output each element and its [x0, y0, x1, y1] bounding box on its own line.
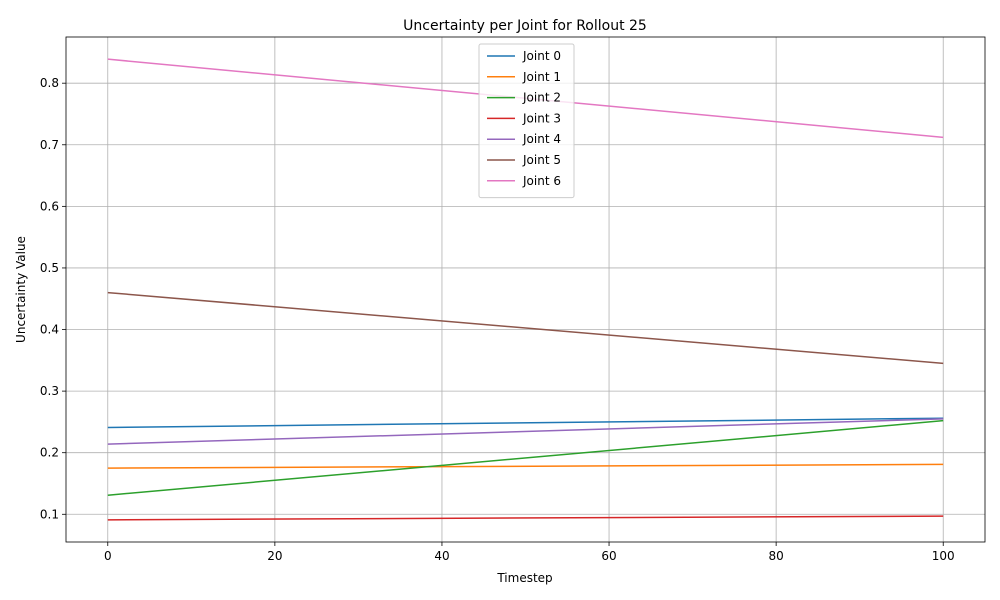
series-line-joint-3 [107, 515, 944, 521]
legend-entry: Joint 5 [522, 153, 561, 167]
series-line-joint-2 [107, 419, 944, 496]
x-tick-label: 20 [267, 549, 282, 563]
chart-title: Uncertainty per Joint for Rollout 25 [403, 18, 647, 34]
y-tick-label: 0.5 [40, 261, 59, 275]
x-tick-label: 40 [434, 549, 449, 563]
axis-ticks: 0 20 40 60 80 100 0.1 0.2 0.3 0.4 0.5 0.6 0.7 0.8 [40, 76, 955, 563]
plot-frame [65, 36, 986, 543]
legend-entry: Joint 0 [522, 49, 561, 63]
legend: Joint 0 Joint 1 Joint 2 Joint 3 Joint 4 Joint… [478, 43, 575, 199]
y-axis-label: Uncertainty Value [14, 236, 28, 343]
legend-box [478, 43, 575, 199]
y-tick-label: 0.7 [40, 138, 59, 152]
x-tick-label: 80 [768, 549, 783, 563]
x-tick-label: 60 [601, 549, 616, 563]
x-tick-label: 100 [932, 549, 955, 563]
series-line-joint-4 [107, 418, 944, 445]
y-tick-label: 0.2 [40, 446, 59, 460]
series-line-joint-5 [107, 291, 944, 365]
y-tick-label: 0.1 [40, 507, 59, 521]
legend-entry: Joint 6 [522, 174, 561, 188]
series-line-joint-1 [107, 463, 944, 469]
legend-entry: Joint 2 [522, 91, 561, 105]
series-line-joint-0 [107, 417, 944, 429]
legend-entry: Joint 3 [522, 111, 561, 125]
x-axis-label: Timestep [496, 571, 552, 585]
y-tick-label: 0.6 [40, 199, 59, 213]
y-tick-label: 0.4 [40, 323, 59, 337]
y-tick-label: 0.8 [40, 76, 59, 90]
legend-entry: Joint 1 [522, 70, 561, 84]
x-tick-label: 0 [104, 549, 112, 563]
legend-entry: Joint 4 [522, 132, 561, 146]
y-tick-label: 0.3 [40, 384, 59, 398]
